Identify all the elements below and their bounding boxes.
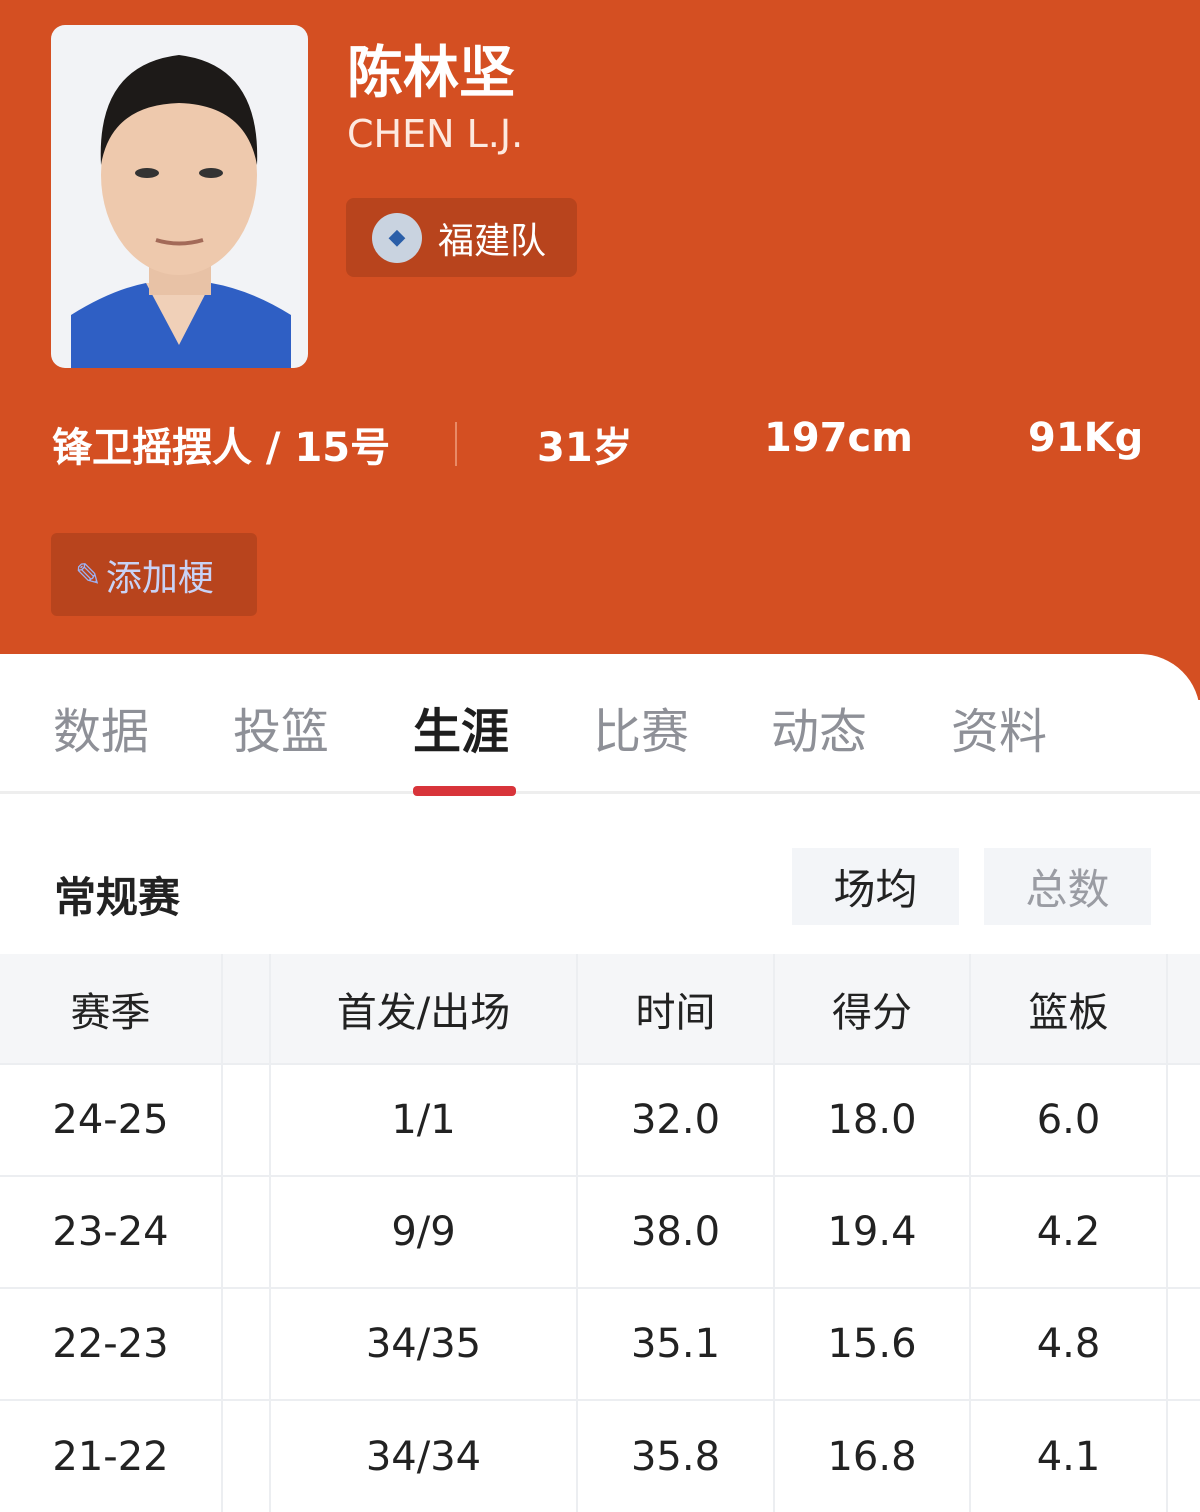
starts-games: 34/35 xyxy=(270,1287,578,1400)
col-rebounds: 篮板 xyxy=(970,954,1168,1064)
table-header: 赛季 首发/出场 时间 得分 篮板 xyxy=(0,954,1200,1064)
per-game-toggle[interactable]: 场均 xyxy=(792,848,959,925)
player-photo xyxy=(51,25,308,368)
player-header: 陈林坚 CHEN L.J. ◆ 福建队 锋卫摇摆人 / 15号 31岁 197c… xyxy=(0,0,1200,700)
team-badge[interactable]: ◆ 福建队 xyxy=(346,198,577,277)
content-panel: 数据 投篮 生涯 比赛 动态 资料 常规赛 场均 总数 赛季 首发/出场 时间 … xyxy=(0,654,1200,1512)
minutes: 35.1 xyxy=(577,1287,775,1400)
table-row: 21-22 34/34 35.8 16.8 4.1 xyxy=(0,1399,1200,1512)
height: 197cm xyxy=(764,415,913,461)
col-season: 赛季 xyxy=(0,954,223,1064)
points: 15.6 xyxy=(774,1287,971,1400)
starts-games: 1/1 xyxy=(270,1063,578,1176)
career-stats-table: 赛季 首发/出场 时间 得分 篮板 24-25 1/1 32.0 18.0 6.0 23… xyxy=(0,954,1200,1512)
points: 18.0 xyxy=(774,1063,971,1176)
divider xyxy=(455,422,457,466)
tab-indicator xyxy=(413,786,516,796)
section-title: 常规赛 xyxy=(54,873,181,922)
position-number: 锋卫摇摆人 / 15号 xyxy=(52,425,391,471)
add-meme-button[interactable]: ✎ 添加梗 xyxy=(51,533,257,616)
tab-games[interactable]: 比赛 xyxy=(593,704,690,760)
season: 22-23 xyxy=(0,1287,223,1400)
spacer xyxy=(222,1175,271,1288)
rebounds: 4.8 xyxy=(970,1287,1168,1400)
spacer xyxy=(222,954,271,1064)
team-name: 福建队 xyxy=(438,220,547,262)
tab-career[interactable]: 生涯 xyxy=(413,704,510,760)
minutes: 38.0 xyxy=(577,1175,775,1288)
rebounds: 4.2 xyxy=(970,1175,1168,1288)
col-points: 得分 xyxy=(774,954,971,1064)
col-more xyxy=(1167,954,1200,1064)
points: 16.8 xyxy=(774,1399,971,1512)
add-meme-label: 添加梗 xyxy=(105,557,214,599)
player-name: 陈林坚 xyxy=(347,41,515,106)
starts-games: 9/9 xyxy=(270,1175,578,1288)
season: 24-25 xyxy=(0,1063,223,1176)
rebounds: 4.1 xyxy=(970,1399,1168,1512)
team-logo-icon: ◆ xyxy=(372,212,422,263)
season: 21-22 xyxy=(0,1399,223,1512)
player-english-name: CHEN L.J. xyxy=(347,112,524,156)
tab-bar: 数据 投篮 生涯 比赛 动态 资料 xyxy=(0,654,1200,796)
col-starts-games: 首发/出场 xyxy=(270,954,578,1064)
spacer xyxy=(222,1287,271,1400)
season: 23-24 xyxy=(0,1175,223,1288)
starts-games: 34/34 xyxy=(270,1399,578,1512)
table-row: 22-23 34/35 35.1 15.6 4.8 xyxy=(0,1287,1200,1400)
more xyxy=(1167,1287,1200,1400)
more xyxy=(1167,1063,1200,1176)
tab-news[interactable]: 动态 xyxy=(771,704,868,760)
table-row: 24-25 1/1 32.0 18.0 6.0 xyxy=(0,1063,1200,1176)
spacer xyxy=(222,1399,271,1512)
spacer xyxy=(222,1063,271,1176)
tab-shooting[interactable]: 投篮 xyxy=(233,704,330,760)
table-row: 23-24 9/9 38.0 19.4 4.2 xyxy=(0,1175,1200,1288)
tab-profile[interactable]: 资料 xyxy=(951,704,1048,760)
col-minutes: 时间 xyxy=(577,954,775,1064)
minutes: 35.8 xyxy=(577,1399,775,1512)
tab-data[interactable]: 数据 xyxy=(53,704,150,760)
points: 19.4 xyxy=(774,1175,971,1288)
pencil-icon: ✎ xyxy=(75,555,102,594)
more xyxy=(1167,1399,1200,1512)
rebounds: 6.0 xyxy=(970,1063,1168,1176)
age: 31岁 xyxy=(537,425,633,471)
totals-toggle[interactable]: 总数 xyxy=(984,848,1151,925)
weight: 91Kg xyxy=(1028,415,1144,461)
more xyxy=(1167,1175,1200,1288)
minutes: 32.0 xyxy=(577,1063,775,1176)
